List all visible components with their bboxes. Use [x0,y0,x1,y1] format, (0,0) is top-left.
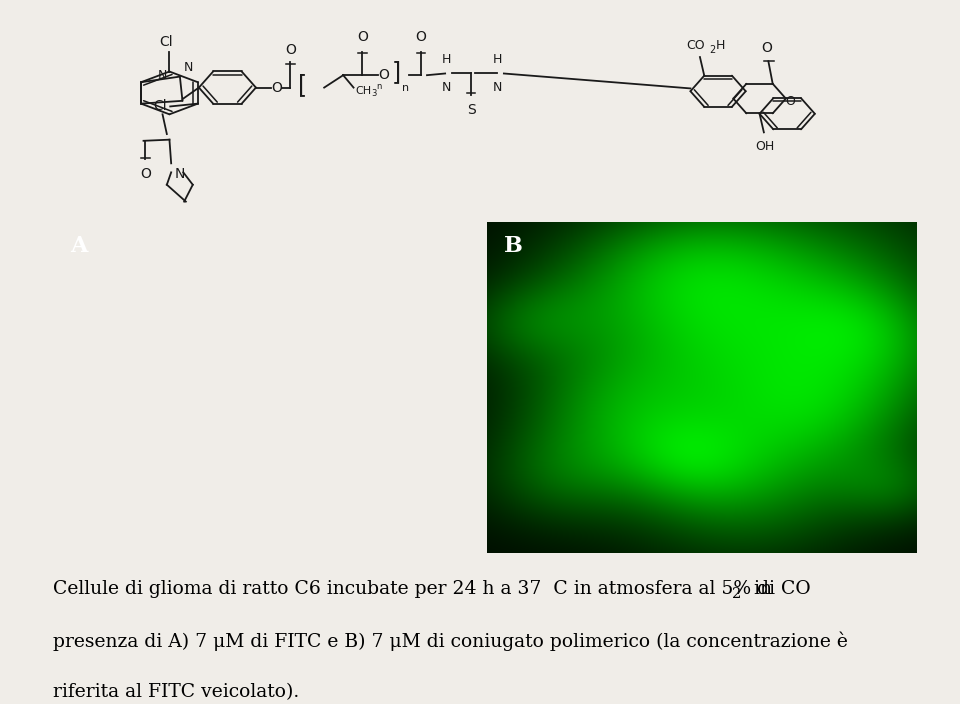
Text: n: n [402,82,409,93]
Text: Cellule di glioma di ratto C6 incubate per 24 h a 37  C in atmosfera al 5% di CO: Cellule di glioma di ratto C6 incubate p… [53,580,810,598]
Text: presenza di A) 7 μM di FITC e B) 7 μM di coniugato polimerico (la concentrazione: presenza di A) 7 μM di FITC e B) 7 μM di… [53,631,848,650]
Text: CO: CO [686,39,705,52]
Text: [: [ [298,73,307,96]
Text: N: N [175,167,185,181]
Text: A: A [70,235,87,257]
Text: Cl: Cl [159,35,173,49]
Text: Cl: Cl [154,99,167,113]
Text: in: in [749,580,772,598]
Text: n: n [376,82,381,91]
Text: H: H [493,54,502,66]
Text: 2: 2 [732,586,741,601]
Text: O: O [761,41,772,55]
Text: O: O [140,167,151,181]
Text: ]: ] [393,61,401,84]
Text: N: N [183,61,193,75]
Text: CH: CH [355,86,372,96]
Text: O: O [357,30,368,44]
Text: H: H [442,54,450,66]
Text: N: N [493,81,502,94]
Text: H: H [715,39,725,52]
Text: O: O [378,68,389,82]
Text: S: S [467,103,475,117]
Text: O: O [416,30,426,44]
Text: riferita al FITC veicolato).: riferita al FITC veicolato). [53,683,300,700]
Text: 2: 2 [709,45,716,56]
Text: B: B [504,235,523,257]
Text: O: O [785,95,795,108]
Text: N: N [157,69,167,82]
Text: OH: OH [756,139,775,153]
Text: N: N [442,81,450,94]
Text: O: O [272,80,282,94]
Text: O: O [285,43,296,56]
Text: 3: 3 [371,89,376,99]
